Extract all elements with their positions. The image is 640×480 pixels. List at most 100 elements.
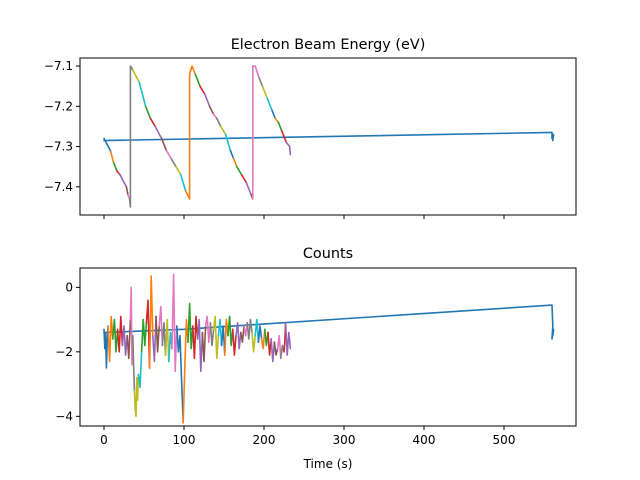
counts-series-line-36 <box>240 325 245 343</box>
counts-series-line-14 <box>152 315 157 363</box>
energy-chart: Electron Beam Energy (eV) −7.4−7.3−7.2−7… <box>44 37 577 219</box>
energy-series-line-8 <box>132 69 140 83</box>
counts-axes-frame <box>79 267 577 427</box>
energy-axes-frame <box>79 57 577 216</box>
counts-series-line-2 <box>107 315 114 363</box>
energy-series-line-30 <box>236 165 243 176</box>
counts-series-line-3 <box>112 318 119 353</box>
counts-series-line-32 <box>224 318 229 356</box>
energy-series-group <box>103 65 555 208</box>
counts-series-line-33 <box>227 315 234 347</box>
counts-series-line-4 <box>116 315 124 353</box>
counts-x-ticks: 0 100 200 300 400 500 <box>100 426 515 447</box>
energy-series-line-28 <box>229 149 235 160</box>
counts-series-line-44 <box>267 331 273 356</box>
energy-series-line-12 <box>149 117 156 128</box>
counts-series-line-13 <box>148 275 154 369</box>
energy-y-tick-label: −7.3 <box>44 140 73 154</box>
counts-series-line-23 <box>187 302 194 350</box>
counts-series-line-1 <box>103 325 109 369</box>
counts-series-line-8 <box>132 334 136 392</box>
energy-series-line-39 <box>274 117 280 124</box>
energy-series-line-20 <box>194 73 201 87</box>
energy-series-line-5 <box>125 186 129 196</box>
energy-y-ticks: −7.4 −7.3 −7.2 −7.1 <box>44 59 80 194</box>
counts-series-line-18 <box>164 318 170 363</box>
energy-series-line-40 <box>277 121 283 132</box>
counts-series-line-10 <box>137 351 143 389</box>
counts-series-line-30 <box>217 318 223 347</box>
energy-series-line-23 <box>208 105 215 116</box>
energy-series-line-29 <box>232 157 238 168</box>
energy-series-line-7 <box>128 65 134 208</box>
counts-x-tick-label: 200 <box>253 433 276 447</box>
energy-series-line-4 <box>119 173 128 188</box>
energy-series-line-21 <box>199 85 206 96</box>
counts-series-line-35 <box>235 322 242 350</box>
counts-series-line-9 <box>133 373 140 418</box>
energy-series-line-18 <box>180 173 187 192</box>
counts-series-line-24 <box>192 315 199 360</box>
energy-series-line-27 <box>224 133 232 152</box>
energy-series-line-42 <box>285 141 292 156</box>
energy-series-line-11 <box>144 105 152 120</box>
energy-series-line-17 <box>175 165 182 176</box>
counts-y-tick-label: −2 <box>55 345 73 359</box>
counts-series-line-6 <box>126 318 132 360</box>
energy-series-line-22 <box>204 93 211 108</box>
energy-series-line-32 <box>245 181 252 196</box>
counts-series-line-17 <box>161 322 167 356</box>
counts-x-tick-label: 100 <box>173 433 196 447</box>
counts-series-line-22 <box>182 318 189 424</box>
counts-series-line-38 <box>246 318 253 340</box>
counts-chart: Counts 0 100 200 300 400 500 −4 −2 0 Time (s) <box>55 246 577 471</box>
energy-series-line-0 <box>103 131 555 142</box>
counts-y-tick-label: −4 <box>55 409 73 423</box>
counts-series-line-29 <box>212 315 220 360</box>
energy-series-line-16 <box>170 157 177 168</box>
counts-series-line-42 <box>260 328 266 350</box>
counts-series-line-26 <box>201 325 207 363</box>
counts-series-line-5 <box>121 325 128 356</box>
energy-series-line-19 <box>184 65 196 200</box>
counts-series-line-11 <box>140 318 148 353</box>
counts-series-line-21 <box>176 325 184 424</box>
counts-series-line-40 <box>254 318 260 343</box>
energy-series-line-10 <box>103 137 112 152</box>
energy-series-line-2 <box>112 161 118 172</box>
energy-chart-title: Electron Beam Energy (eV) <box>231 37 426 53</box>
counts-series-line-39 <box>251 331 256 353</box>
energy-series-line-34 <box>252 65 261 200</box>
energy-series-line-35 <box>258 77 264 87</box>
counts-series-line-12 <box>145 299 151 369</box>
energy-series-line-14 <box>160 137 168 152</box>
counts-series-group <box>103 273 555 424</box>
counts-series-line-16 <box>158 305 164 347</box>
energy-series-line-38 <box>271 109 277 120</box>
counts-series-line-50 <box>284 322 292 356</box>
counts-series-line-34 <box>232 328 237 356</box>
counts-series-line-15 <box>155 315 160 353</box>
energy-y-tick-label: −7.1 <box>44 59 73 73</box>
energy-series-line-36 <box>261 85 269 100</box>
counts-series-line-37 <box>243 322 248 337</box>
energy-x-ticks <box>103 215 505 219</box>
counts-series-line-28 <box>209 322 215 347</box>
counts-series-line-45 <box>270 338 276 363</box>
energy-series-line-1 <box>109 149 115 164</box>
counts-series-line-20 <box>171 273 178 372</box>
energy-series-line-24 <box>212 113 218 120</box>
energy-series-line-25 <box>216 117 222 128</box>
counts-series-line-41 <box>257 325 263 343</box>
energy-series-line-26 <box>220 125 227 136</box>
energy-series-line-3 <box>116 169 121 176</box>
counts-x-tick-label: 400 <box>413 433 436 447</box>
energy-series-line-15 <box>165 149 172 160</box>
counts-series-line-25 <box>196 318 204 372</box>
energy-y-tick-label: −7.4 <box>44 180 73 194</box>
counts-series-line-43 <box>263 328 269 347</box>
energy-series-line-13 <box>154 125 163 140</box>
counts-series-line-27 <box>204 315 212 343</box>
counts-x-tick-label: 0 <box>100 433 108 447</box>
